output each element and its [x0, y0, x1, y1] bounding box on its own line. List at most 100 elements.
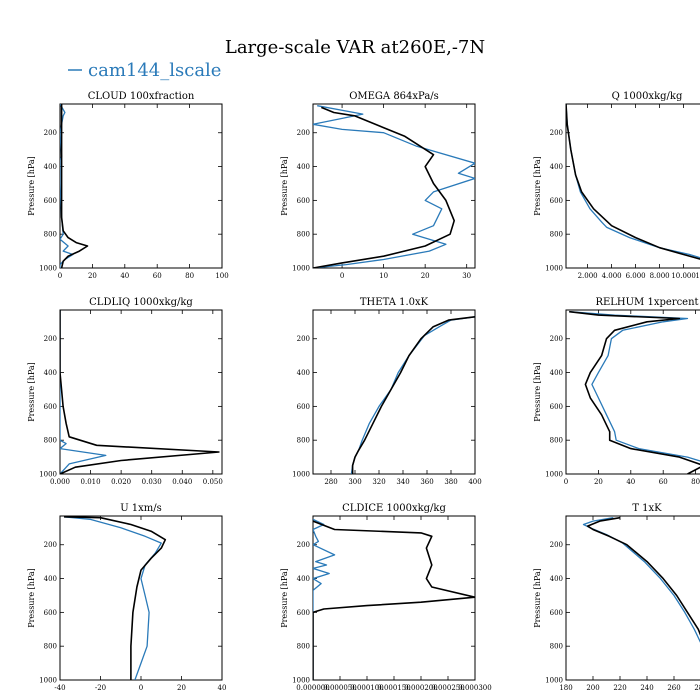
x-tick-label: 0.000300: [458, 684, 491, 692]
y-tick-label: 600: [550, 609, 563, 617]
y-axis-label: Pressure [hPa]: [533, 156, 542, 216]
series-line-obs: [60, 104, 89, 268]
y-tick-label: 400: [297, 369, 310, 377]
y-tick-label: 600: [44, 609, 57, 617]
y-tick-label: 1000: [292, 677, 310, 685]
y-tick-label: 200: [550, 541, 563, 549]
y-tick-label: 400: [550, 369, 563, 377]
x-tick-label: 0.000050: [323, 684, 356, 692]
x-tick-label: 20: [594, 478, 603, 486]
series-group: [60, 104, 89, 268]
plot-frame: [565, 309, 700, 475]
y-tick-label: 800: [550, 231, 563, 239]
y-tick-label: 1000: [39, 677, 57, 685]
x-tick-label: 220: [613, 684, 626, 692]
plot-frame: [59, 103, 223, 269]
y-tick-label: 600: [550, 403, 563, 411]
legend-label: cam144_lscale: [88, 60, 221, 81]
x-tick-label: 260: [667, 684, 680, 692]
plot-frame: [312, 309, 476, 475]
x-tick-label: 60: [659, 478, 668, 486]
y-tick-label: 400: [44, 369, 57, 377]
series-line-cam144-lscale: [569, 311, 700, 462]
x-tick-label: 8.000: [650, 272, 670, 280]
y-axis-label: Pressure [hPa]: [280, 568, 289, 628]
y-tick-label: 1000: [545, 471, 563, 479]
series-line-cam144-lscale: [582, 517, 700, 643]
x-tick-label: 40: [218, 684, 227, 692]
y-tick-label: 800: [550, 643, 563, 651]
panel-title: THETA 1.0xK: [360, 297, 429, 308]
y-tick-label: 200: [297, 129, 310, 137]
series-line-cam144-lscale: [60, 310, 107, 474]
series-line-cam144-lscale: [566, 104, 700, 259]
y-tick-label: 1000: [545, 265, 563, 273]
y-tick-label: 800: [550, 437, 563, 445]
x-tick-label: 0.010: [81, 478, 101, 486]
y-tick-label: 400: [550, 163, 563, 171]
panel-title: CLDLIQ 1000xkg/kg: [89, 297, 193, 308]
x-tick-label: 100: [215, 272, 228, 280]
y-tick-label: 1000: [292, 265, 310, 273]
plot-frame: [59, 309, 223, 475]
panel-7: CLDICE 1000xkg/kg Pressure [hPa] 200 400 600…: [280, 503, 492, 692]
series-line-cam144-lscale: [63, 516, 162, 680]
x-tick-label: 0.000100: [350, 684, 383, 692]
plot-frame: [59, 515, 223, 681]
x-tick-label: 280: [694, 684, 700, 692]
y-tick-label: 1000: [545, 677, 563, 685]
x-tick-label: 380: [444, 478, 457, 486]
x-tick-label: 60: [153, 272, 162, 280]
x-tick-label: 0.000250: [431, 684, 464, 692]
x-tick-label: -20: [95, 684, 106, 692]
y-tick-label: 400: [44, 163, 57, 171]
series-group: [569, 310, 700, 474]
series-line-obs: [569, 310, 700, 474]
y-tick-label: 200: [44, 129, 57, 137]
x-tick-label: 20: [88, 272, 97, 280]
series-group: [313, 105, 475, 268]
x-tick-label: 360: [420, 478, 433, 486]
x-tick-label: 280: [324, 478, 337, 486]
panel-title: U 1xm/s: [120, 503, 162, 514]
y-tick-label: 1000: [39, 265, 57, 273]
y-tick-label: 200: [297, 335, 310, 343]
y-tick-label: 1000: [39, 471, 57, 479]
x-tick-label: 30: [462, 272, 471, 280]
panel-2: Q 1000xkg/kg Pressure [hPa] 200 400 600 800 10…: [533, 91, 700, 280]
x-tick-label: 0.000000: [296, 684, 329, 692]
y-tick-label: 600: [297, 403, 310, 411]
y-tick-label: 200: [44, 541, 57, 549]
y-axis-label: Pressure [hPa]: [533, 362, 542, 422]
x-tick-label: 0: [58, 272, 62, 280]
x-tick-label: 180: [559, 684, 572, 692]
series-group: [60, 310, 220, 474]
x-tick-label: 10.000: [671, 272, 696, 280]
y-tick-label: 800: [44, 437, 57, 445]
y-tick-label: 600: [44, 197, 57, 205]
series-line-obs: [566, 104, 700, 260]
series-group: [350, 316, 475, 474]
series-group: [582, 516, 700, 643]
x-tick-label: 0.030: [142, 478, 162, 486]
panel-4: THETA 1.0xK 200 400 600 800 1000 280 300 320 340 3…: [292, 297, 482, 486]
x-tick-label: 0.000: [50, 478, 70, 486]
x-tick-label: 4.000: [602, 272, 622, 280]
y-tick-label: 200: [550, 335, 563, 343]
x-tick-label: 320: [372, 478, 385, 486]
panel-title: RELHUM 1xpercent: [595, 297, 698, 308]
x-tick-label: 20: [421, 272, 430, 280]
x-tick-label: 10: [379, 272, 388, 280]
y-axis-label: Pressure [hPa]: [280, 156, 289, 216]
series-line-obs: [313, 520, 475, 680]
panel-title: CLOUD 100xfraction: [88, 91, 195, 102]
y-tick-label: 800: [297, 231, 310, 239]
y-axis-label: Pressure [hPa]: [27, 156, 36, 216]
series-group: [566, 104, 700, 260]
x-tick-label: -40: [54, 684, 65, 692]
series-group: [63, 516, 167, 680]
series-line-obs: [351, 316, 475, 474]
x-tick-label: 0.040: [172, 478, 192, 486]
